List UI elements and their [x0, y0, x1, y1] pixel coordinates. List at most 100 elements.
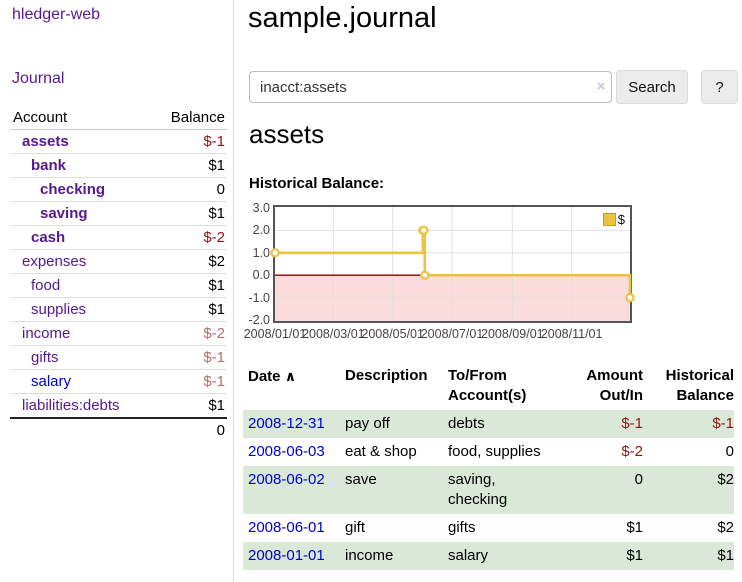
account-link-gifts[interactable]: gifts	[31, 349, 59, 366]
register-col-amount: Amount Out/In	[586, 367, 643, 404]
transaction-balance: 0	[725, 443, 734, 460]
x-axis-tick-label: 2008/09/01	[481, 327, 544, 341]
account-row: liabilities:debts $1	[10, 394, 227, 419]
account-row: income $-2	[10, 321, 227, 346]
transaction-row: 2008-06-03 eat & shop food, supplies $-2…	[243, 438, 734, 466]
transaction-amount: $-2	[621, 443, 643, 460]
transaction-accounts: food, supplies	[448, 443, 541, 460]
transaction-row: 2008-01-01 income salary $1 $1	[243, 542, 734, 570]
register-col-balance: Historical Balance	[665, 367, 734, 404]
date-header-label: Date	[248, 368, 281, 385]
sidebar-item-journal[interactable]: Journal	[12, 70, 65, 87]
account-row: food $1	[10, 273, 227, 298]
transaction-amount: $1	[626, 519, 643, 536]
x-axis-tick-label: 2008/05/01	[361, 327, 424, 341]
transaction-amount: $-1	[621, 415, 643, 432]
account-balance: $-1	[153, 369, 227, 394]
account-row: supplies $1	[10, 297, 227, 322]
transaction-description: save	[345, 471, 377, 488]
transaction-description: income	[345, 547, 394, 564]
account-link-checking[interactable]: checking	[40, 181, 106, 198]
search-button[interactable]: Search	[616, 70, 688, 104]
account-row: gifts $-1	[10, 345, 227, 370]
account-row: assets $-1	[10, 129, 227, 154]
transaction-date-link[interactable]: 2008-06-02	[248, 471, 325, 488]
account-link-assets[interactable]: assets	[22, 133, 69, 150]
account-row: salary $-1	[10, 369, 227, 394]
chart-plot[interactable]: $	[270, 205, 635, 323]
transaction-balance: $1	[717, 547, 734, 564]
account-link-bank[interactable]: bank	[31, 157, 67, 174]
y-axis-tick-label: 0.0	[252, 268, 270, 283]
account-balance: $-2	[153, 225, 227, 250]
transaction-balance: $2	[717, 471, 734, 488]
help-button[interactable]: ?	[701, 70, 738, 104]
x-axis-tick-label: 2008/03/01	[302, 327, 365, 341]
legend-swatch-icon	[602, 213, 616, 226]
x-axis-tick-label: 2008/01/01	[243, 327, 307, 341]
x-axis-tick-label: 2008/07/01	[420, 327, 484, 341]
accounts-header-row: Account Balance	[10, 106, 227, 130]
page-title: sample.journal	[248, 2, 437, 34]
chart-legend: $	[602, 212, 625, 227]
account-balance: $1	[153, 273, 227, 298]
transaction-accounts: salary	[448, 547, 489, 564]
transaction-accounts: debts	[448, 415, 485, 432]
clear-search-icon[interactable]: ×	[596, 78, 606, 95]
search-input[interactable]	[249, 71, 612, 103]
account-row: bank $1	[10, 153, 227, 178]
accounts-total-row: 0	[10, 417, 227, 442]
transaction-row: 2008-12-31 pay off debts $-1 $-1	[243, 410, 734, 438]
sidebar: hledger-web Journal Account Balance asse…	[0, 0, 234, 582]
historical-balance-chart: $ 3.0 2.0 1.0 0.0 -1.0 -2.0 2008/01/01 2008/03/…	[244, 199, 742, 347]
account-heading: assets	[249, 119, 325, 149]
accounts-table: Account Balance assets $-1 bank $1 check…	[10, 106, 227, 442]
transaction-date-link[interactable]: 2008-06-01	[248, 519, 325, 536]
legend-label: $	[617, 212, 625, 227]
y-axis-tick-label: 1.0	[252, 245, 270, 260]
transaction-date-link[interactable]: 2008-06-03	[248, 443, 325, 460]
transaction-amount: 0	[634, 471, 643, 488]
transaction-accounts: gifts	[448, 519, 476, 536]
account-row: cash $-2	[10, 225, 227, 250]
account-link-supplies[interactable]: supplies	[31, 301, 87, 318]
y-axis-tick-label: -2.0	[248, 313, 270, 327]
account-link-salary[interactable]: salary	[31, 373, 72, 390]
account-row: saving $1	[10, 201, 227, 226]
register-col-date[interactable]: Date ∧	[243, 362, 345, 410]
register-header-row: Date ∧ Description To/From Account(s) Am…	[243, 362, 734, 410]
transaction-balance: $-1	[712, 415, 734, 432]
accounts-col-account: Account	[10, 106, 154, 130]
account-link-expenses[interactable]: expenses	[22, 253, 87, 270]
chart-title: Historical Balance:	[249, 175, 385, 192]
chart-canvas	[270, 207, 635, 321]
transaction-description: gift	[345, 519, 366, 536]
account-link-cash[interactable]: cash	[31, 229, 66, 246]
account-link-food[interactable]: food	[31, 277, 61, 294]
brand-link[interactable]: hledger-web	[12, 6, 101, 23]
accounts-col-balance: Balance	[153, 106, 227, 130]
account-balance: $1	[153, 297, 227, 322]
transaction-date-link[interactable]: 2008-01-01	[248, 547, 325, 564]
account-balance: $-1	[153, 129, 227, 154]
transaction-row: 2008-06-02 save saving, checking 0 $2	[243, 466, 734, 514]
account-balance: $1	[153, 201, 227, 226]
transaction-description: eat & shop	[345, 443, 417, 460]
account-row: checking 0	[10, 177, 227, 202]
transaction-accounts: saving, checking	[448, 471, 508, 508]
y-axis-tick-label: 3.0	[252, 201, 270, 215]
transaction-date-link[interactable]: 2008-12-31	[248, 415, 325, 432]
account-link-saving[interactable]: saving	[40, 205, 88, 222]
account-balance: 0	[153, 177, 227, 202]
account-link-income[interactable]: income	[22, 325, 71, 342]
transaction-row: 2008-06-01 gift gifts $1 $2	[243, 514, 734, 542]
account-row: expenses $2	[10, 249, 227, 274]
register-table: Date ∧ Description To/From Account(s) Am…	[243, 362, 734, 570]
account-balance: $-2	[153, 321, 227, 346]
account-balance: $-1	[153, 345, 227, 370]
account-balance: $1	[153, 153, 227, 178]
transaction-description: pay off	[345, 415, 390, 432]
account-link-liabilities-debts[interactable]: liabilities:debts	[22, 397, 120, 414]
y-axis-tick-label: 2.0	[252, 223, 270, 238]
